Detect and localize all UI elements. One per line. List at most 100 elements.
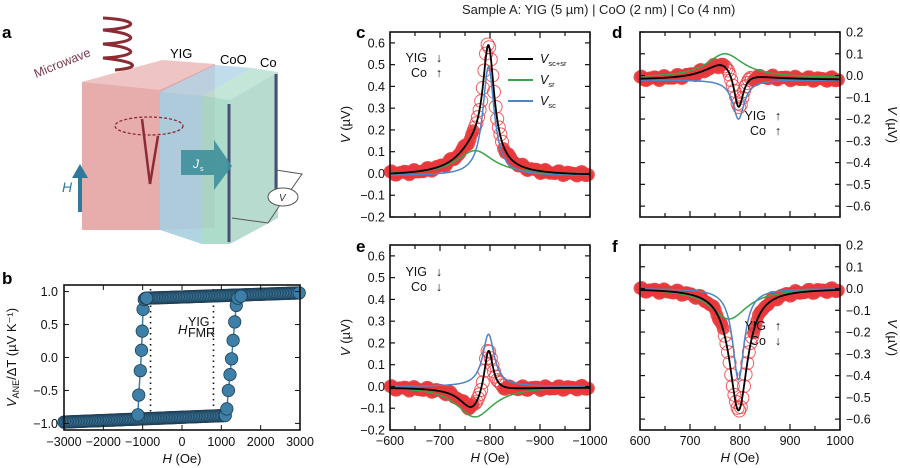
fmr-annotation-sub: FMR [188, 326, 215, 340]
state-arrow-yig-icon: ↓ [436, 51, 442, 65]
y-tick-label: 0.2 [368, 336, 385, 350]
magnetization-vector-icon [140, 118, 152, 185]
fmr-annotation-sup: YIG [188, 315, 210, 329]
panel-label-d: d [612, 23, 622, 42]
chart-c: −0.2 −0.1 0.0 0.1 0.2 0.3 0.4 0.5 0.6 V (µV) YIG ↓ C… [338, 31, 595, 225]
series-line-v-sc [640, 288, 840, 381]
legend-symbol: V [540, 52, 550, 66]
data-point [220, 402, 234, 416]
x-tick-label: −700 [426, 434, 454, 448]
y-tick-label: 0.3 [368, 102, 385, 116]
co-top [202, 68, 278, 100]
y-tick-label: 0.5 [368, 58, 385, 72]
data-point [487, 364, 501, 379]
y-tick-label: 0.0 [41, 351, 58, 365]
y-axis-label: V (µV) [338, 106, 353, 143]
y-tick-label: −1.0 [33, 417, 58, 431]
y-tick-label: −0.4 [846, 369, 871, 383]
y-axis-label: V (µV) [885, 106, 900, 143]
x-tick-label: 1000 [207, 435, 235, 449]
data-point [717, 59, 732, 74]
state-arrow-co-icon: ↑ [775, 124, 781, 138]
spin-current-sub: s [200, 166, 204, 173]
magnetization-vector-2-icon [148, 135, 160, 185]
yig-front-face [82, 60, 163, 230]
state-label-yig: YIG [744, 109, 766, 123]
circuit-wire-bottom [231, 204, 281, 224]
precession-orbit-icon [114, 116, 184, 136]
chart-f: −0.6 −0.5 −0.4 −0.3 −0.2 −0.1 0.0 0.1 0.2 600 700 8… [630, 239, 900, 466]
y-tick-label: 1.0 [41, 285, 58, 299]
x-tick-label: 3000 [286, 435, 314, 449]
data-point [226, 333, 240, 347]
x-axis-label-unit: (Oe) [172, 451, 202, 466]
y-axis-label-unit: (µV) [338, 106, 353, 134]
y-tick-label: 0.1 [846, 47, 863, 61]
x-axis-label-symbol: H [162, 451, 172, 466]
state-label-co: Co [411, 66, 427, 80]
y-axis-label-unit: (µV) [338, 319, 353, 347]
y-tick-label: −0.2 [846, 326, 871, 340]
y-axis-label-unit: (µV) [885, 328, 900, 356]
x-tick-label: 600 [630, 434, 651, 448]
y-tick-label: −0.3 [846, 347, 871, 361]
series-line-v-sc [640, 79, 840, 120]
data-point [722, 355, 737, 370]
x-tick-label: 2000 [247, 435, 275, 449]
x-axis-label-unit: (Oe) [730, 450, 760, 465]
data-point [472, 102, 487, 117]
data-point [135, 324, 149, 338]
y-tick-label: 0.0 [368, 167, 385, 181]
x-tick-label: −2000 [86, 435, 121, 449]
data-point [131, 408, 145, 422]
y-axis-label-symbol: V [885, 319, 900, 329]
y-tick-label: 0.4 [368, 80, 385, 94]
y-axis-label-symbol: V [338, 346, 353, 356]
chart-e: −0.2 −0.1 0.0 0.1 0.2 0.3 0.4 0.5 0.6 −600 −700 −80… [338, 244, 608, 465]
microwave-coil-icon [102, 16, 134, 72]
y-tick-label: 0.0 [846, 282, 863, 296]
voltmeter-icon [267, 187, 299, 207]
x-axis-label: H (Oe) [470, 450, 509, 465]
y-axis-label: V (µV) [885, 319, 900, 356]
x-tick-label: −3000 [46, 435, 81, 449]
state-arrow-co-icon: ↓ [436, 280, 442, 294]
series-line-v-sc-sr [390, 350, 590, 408]
chart-d: −0.6 −0.5 −0.4 −0.3 −0.2 −0.1 0.0 0.1 0.2 V (µV) Y… [633, 26, 900, 218]
y-axis-label-rest: /ΔT (µV K⁻¹) [4, 308, 19, 380]
panel-label-e: e [356, 237, 365, 256]
x-tick-label: −900 [526, 434, 554, 448]
state-label-yig: YIG [405, 265, 427, 279]
yig-label: YIG [170, 46, 192, 61]
legend-sub: sr [548, 80, 555, 89]
co-side [230, 72, 278, 244]
data-point [490, 111, 505, 126]
y-tick-label: −0.6 [846, 200, 871, 214]
y-tick-label: 0.4 [368, 293, 385, 307]
y-axis-label-symbol: V [885, 106, 900, 116]
x-axis-label: H (Oe) [162, 451, 201, 466]
y-axis-label: VANE/ΔT (µV K⁻¹) [4, 308, 21, 407]
y-axis-label: V (µV) [338, 319, 353, 356]
x-tick-label: 0 [179, 435, 186, 449]
data-point [722, 67, 737, 82]
y-tick-label: 0.3 [368, 315, 385, 329]
fmr-annotation: H [178, 322, 188, 337]
spin-current-arrow-icon [181, 140, 232, 190]
x-tick-label: 900 [780, 434, 801, 448]
data-point [482, 344, 497, 359]
panel-label-f: f [612, 237, 618, 256]
legend-symbol: V [540, 73, 550, 87]
x-axis-label-symbol: H [470, 450, 480, 465]
panel-a-schematic: a V Microwave YIG CoO Co J s [2, 16, 303, 244]
microwave-label: Microwave [32, 45, 93, 80]
x-axis-label-unit: (Oe) [480, 450, 510, 465]
y-axis-label-unit: (µV) [885, 115, 900, 143]
y-tick-label: −0.1 [846, 91, 871, 105]
x-axis-label-symbol: H [720, 450, 730, 465]
data-point [490, 373, 505, 388]
data-point [733, 400, 748, 415]
data-point [733, 97, 748, 112]
legend-sub: sc [548, 101, 556, 110]
